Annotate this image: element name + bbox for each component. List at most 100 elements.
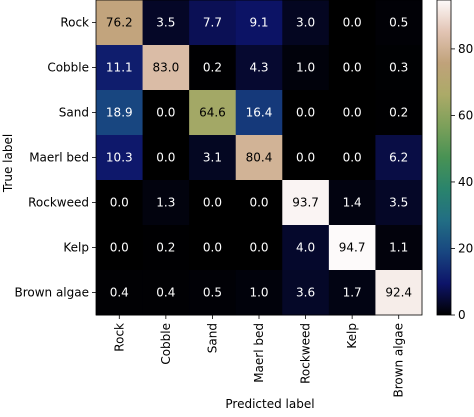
cell-sand-maerl-bed [235, 90, 283, 136]
cell-label-rockweed-rockweed: 93.7 [292, 196, 319, 210]
cell-label-kelp-rock: 0.0 [110, 241, 129, 255]
y-tick-label-kelp: Kelp [63, 241, 89, 255]
cell-brown-algae-maerl-bed [235, 270, 283, 316]
cell-label-cobble-kelp: 0.0 [343, 61, 362, 75]
cell-sand-rock [96, 90, 144, 136]
cell-kelp-rockweed [282, 225, 330, 271]
cell-label-kelp-sand: 0.0 [203, 241, 222, 255]
cell-kelp-sand [189, 225, 237, 271]
cell-label-brown-algae-brown-algae: 92.4 [385, 286, 412, 300]
cell-label-rockweed-cobble: 1.3 [156, 196, 175, 210]
cell-label-rock-rock: 76.2 [106, 16, 133, 30]
cell-kelp-rock [96, 225, 144, 271]
cell-label-rockweed-maerl-bed: 0.0 [249, 196, 268, 210]
cell-rock-rockweed [282, 0, 330, 46]
cell-label-sand-brown-algae: 0.2 [389, 106, 408, 120]
y-tick-label-sand: Sand [59, 106, 89, 120]
cell-label-cobble-maerl-bed: 4.3 [249, 61, 268, 75]
y-tick-label-rockweed: Rockweed [28, 196, 89, 210]
colorbar [436, 0, 452, 316]
cell-label-kelp-rockweed: 4.0 [296, 241, 315, 255]
cell-rockweed-maerl-bed [235, 180, 283, 226]
cell-label-rock-brown-algae: 0.5 [389, 16, 408, 30]
cell-label-kelp-maerl-bed: 0.0 [249, 241, 268, 255]
y-axis-label: True label [1, 134, 15, 193]
colorbar-tick-label-40: 40 [458, 175, 473, 189]
cell-rock-cobble [142, 0, 190, 46]
cell-label-rockweed-sand: 0.0 [203, 196, 222, 210]
cell-rockweed-sand [189, 180, 237, 226]
cell-labels-layer: 76.2 3.5 7.7 9.1 3.0 0.0 0.5 11.1 83.0 0.2 4.3 1.0 0… [106, 16, 412, 300]
cell-label-maerl-bed-rockweed: 0.0 [296, 151, 315, 165]
cell-label-kelp-kelp: 94.7 [339, 241, 366, 255]
cell-label-cobble-cobble: 83.0 [152, 61, 179, 75]
cell-sand-brown-algae [375, 90, 423, 136]
cell-label-rock-sand: 7.7 [203, 16, 222, 30]
cell-cobble-cobble [142, 45, 190, 91]
cell-cobble-rock [96, 45, 144, 91]
cell-label-brown-algae-sand: 0.5 [203, 286, 222, 300]
cell-label-maerl-bed-sand: 3.1 [203, 151, 222, 165]
y-tick-label-cobble: Cobble [47, 61, 89, 75]
cell-rock-rock [96, 0, 144, 46]
cell-rockweed-brown-algae [375, 180, 423, 226]
cell-rock-brown-algae [375, 0, 423, 46]
cell-label-sand-cobble: 0.0 [156, 106, 175, 120]
cell-maerl-bed-rock [96, 135, 144, 181]
y-tick-label-brown-algae: Brown algae [14, 286, 89, 300]
x-axis-label: Predicted label [225, 397, 314, 411]
cell-kelp-cobble [142, 225, 190, 271]
cell-brown-algae-brown-algae [375, 270, 423, 316]
axes-layer: Rock Cobble Sand Maerl bed Rockweed Kelp Brown… [14, 0, 423, 398]
x-tick-label-sand: Sand [205, 323, 219, 353]
colorbar-tick-label-80: 80 [458, 42, 473, 56]
cell-rockweed-kelp [328, 180, 376, 226]
colorbar-tick-label-20: 20 [458, 241, 473, 255]
cell-sand-rockweed [282, 90, 330, 136]
x-tick-label-kelp: Kelp [345, 323, 359, 349]
cell-label-sand-kelp: 0.0 [343, 106, 362, 120]
cell-label-sand-sand: 64.6 [199, 106, 226, 120]
cell-label-rockweed-rock: 0.0 [110, 196, 129, 210]
colorbar-layer: 0 20 40 60 80 [436, 0, 473, 322]
cell-kelp-kelp [328, 225, 376, 271]
y-tick-label-maerl-bed: Maerl bed [29, 151, 89, 165]
cell-label-cobble-brown-algae: 0.3 [389, 61, 408, 75]
cell-label-sand-rockweed: 0.0 [296, 106, 315, 120]
cell-label-maerl-bed-kelp: 0.0 [343, 151, 362, 165]
cell-label-maerl-bed-cobble: 0.0 [156, 151, 175, 165]
cell-label-sand-maerl-bed: 16.4 [246, 106, 273, 120]
cell-cobble-sand [189, 45, 237, 91]
cell-label-cobble-rockweed: 1.0 [296, 61, 315, 75]
cell-maerl-bed-kelp [328, 135, 376, 181]
x-tick-label-maerl-bed: Maerl bed [252, 323, 266, 383]
x-tick-label-brown-algae: Brown algae [392, 323, 406, 398]
cell-rock-sand [189, 0, 237, 46]
cell-sand-sand [189, 90, 237, 136]
cell-label-brown-algae-cobble: 0.4 [156, 286, 175, 300]
cell-rockweed-cobble [142, 180, 190, 226]
cell-label-kelp-brown-algae: 1.1 [389, 241, 408, 255]
cell-maerl-bed-sand [189, 135, 237, 181]
cell-cobble-rockweed [282, 45, 330, 91]
cell-cobble-maerl-bed [235, 45, 283, 91]
cell-maerl-bed-maerl-bed [235, 135, 283, 181]
cell-label-kelp-cobble: 0.2 [156, 241, 175, 255]
cell-rock-maerl-bed [235, 0, 283, 46]
cell-label-maerl-bed-maerl-bed: 80.4 [246, 151, 273, 165]
cell-kelp-brown-algae [375, 225, 423, 271]
cell-brown-algae-sand [189, 270, 237, 316]
colorbar-tick-label-60: 60 [458, 108, 473, 122]
cell-label-rockweed-brown-algae: 3.5 [389, 196, 408, 210]
cell-kelp-maerl-bed [235, 225, 283, 271]
cell-brown-algae-rock [96, 270, 144, 316]
cell-cobble-brown-algae [375, 45, 423, 91]
cell-label-maerl-bed-rock: 10.3 [106, 151, 133, 165]
cell-brown-algae-kelp [328, 270, 376, 316]
cell-label-brown-algae-rockweed: 3.6 [296, 286, 315, 300]
cell-maerl-bed-rockweed [282, 135, 330, 181]
cell-label-rock-kelp: 0.0 [343, 16, 362, 30]
x-tick-label-cobble: Cobble [159, 323, 173, 365]
cell-label-rock-maerl-bed: 9.1 [249, 16, 268, 30]
